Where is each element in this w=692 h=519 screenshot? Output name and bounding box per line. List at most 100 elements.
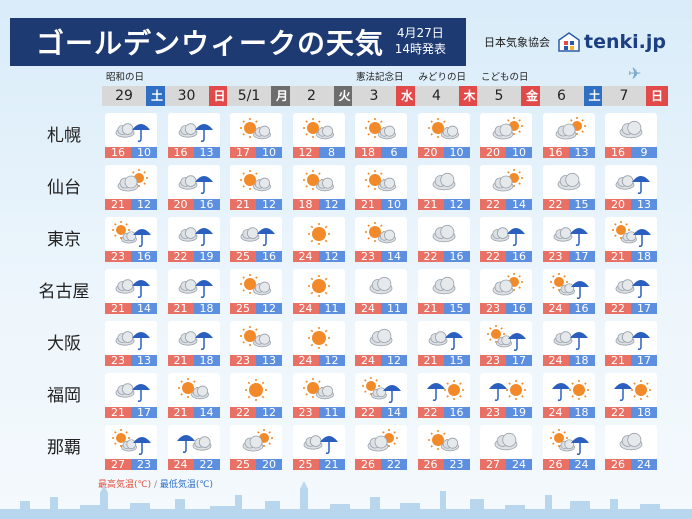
cloud-icon xyxy=(178,123,197,138)
forecast-cell: 22 17 xyxy=(600,269,666,317)
day-header: 30 日 xyxy=(164,86,231,106)
forecast-cell: 16 13 xyxy=(163,113,229,161)
umbrella-icon xyxy=(570,281,589,299)
forecast-cell: 21 15 xyxy=(413,321,479,369)
temperature-pair: 18 6 xyxy=(355,147,407,159)
cloud-icon xyxy=(117,175,139,192)
day-date: 30 xyxy=(164,86,209,106)
cloud-icon xyxy=(615,279,635,294)
high-temp: 24 xyxy=(355,303,381,315)
high-temp: 12 xyxy=(292,147,319,159)
low-temp: 15 xyxy=(568,199,595,211)
low-temp: 22 xyxy=(193,459,220,471)
temperature-pair: 23 19 xyxy=(480,407,532,419)
weather-cloud-rain-icon xyxy=(292,425,345,459)
cloud-icon xyxy=(494,432,518,451)
temperature-pair: 25 21 xyxy=(292,459,345,471)
temperature-pair: 18 12 xyxy=(292,199,345,211)
cloud-icon xyxy=(315,385,334,400)
weather-sun-cloud-icon xyxy=(230,269,282,303)
temperature-pair: 25 12 xyxy=(230,303,282,315)
weather-cloud-rain-icon xyxy=(167,113,220,147)
cloud-icon xyxy=(378,177,396,192)
weather-sun-rain-icon xyxy=(542,269,595,303)
cloud-icon xyxy=(440,437,459,452)
temperature-pair: 23 16 xyxy=(480,303,532,315)
low-temp: 24 xyxy=(631,459,657,471)
temperature-pair: 25 16 xyxy=(230,251,282,263)
city-name: 福岡 xyxy=(47,386,81,406)
tenki-brand: tenki.jp xyxy=(584,31,666,53)
cloud-icon xyxy=(121,439,137,452)
weather-cloud-icon xyxy=(605,425,657,459)
temperature-pair: 22 16 xyxy=(417,407,470,419)
temperature-pair: 26 23 xyxy=(417,459,470,471)
weather-sun-cloud-icon xyxy=(230,113,282,147)
forecast-cell: 22 15 xyxy=(538,165,604,213)
weather-sun-cloud-icon xyxy=(230,321,282,355)
temperature-pair: 26 24 xyxy=(605,459,657,471)
umbrella-icon xyxy=(551,383,570,401)
forecast-cell: 20 10 xyxy=(413,113,479,161)
high-temp: 26 xyxy=(355,459,381,471)
temperature-pair: 21 12 xyxy=(105,199,157,211)
high-temp: 24 xyxy=(542,407,569,419)
sun-icon xyxy=(307,223,330,245)
weather-cloud-sun-icon xyxy=(105,165,157,199)
weather-cloud-icon xyxy=(542,165,595,199)
high-temp: 21 xyxy=(230,199,256,211)
weather-cloud-rain-icon xyxy=(167,165,220,199)
sun-icon xyxy=(302,118,323,138)
sun-icon xyxy=(427,430,448,450)
temperature-pair: 17 10 xyxy=(230,147,282,159)
low-temp: 11 xyxy=(318,407,345,419)
cloud-icon xyxy=(242,435,264,452)
temperature-pair: 24 16 xyxy=(542,303,595,315)
temperature-pair: 20 13 xyxy=(605,199,657,211)
umbrella-icon xyxy=(176,435,195,453)
high-temp: 24 xyxy=(355,355,381,367)
forecast-cell: 24 11 xyxy=(350,269,416,317)
forecast-cell: 24 18 xyxy=(538,321,604,369)
low-temp: 10 xyxy=(506,147,532,159)
holiday-label: みどりの日 xyxy=(418,72,467,83)
cloud-icon xyxy=(619,120,643,139)
umbrella-icon xyxy=(194,332,213,350)
forecast-cell: 20 16 xyxy=(163,165,229,213)
cloud-icon xyxy=(555,123,576,140)
low-temp: 23 xyxy=(131,459,157,471)
temperature-pair: 24 11 xyxy=(355,303,407,315)
low-temp: 18 xyxy=(568,355,595,367)
cloud-icon xyxy=(492,175,514,192)
day-of-week: 日 xyxy=(646,86,668,106)
city-skyline xyxy=(0,481,692,519)
cloud-icon xyxy=(428,331,447,346)
temperature-pair: 25 20 xyxy=(230,459,282,471)
low-temp: 16 xyxy=(256,251,282,263)
forecast-cell: 21 14 xyxy=(100,269,166,317)
high-temp: 22 xyxy=(417,251,444,263)
weather-sun-icon xyxy=(292,321,345,355)
high-temp: 18 xyxy=(355,147,381,159)
umbrella-icon xyxy=(489,383,507,401)
high-temp: 23 xyxy=(480,303,506,315)
cloud-icon xyxy=(490,227,510,242)
high-temp: 21 xyxy=(167,407,194,419)
temperature-pair: 23 13 xyxy=(230,355,282,367)
forecast-cell: 23 16 xyxy=(475,269,541,317)
temperature-pair: 21 18 xyxy=(167,303,220,315)
day-of-week: 土 xyxy=(583,86,606,106)
day-date: 7 xyxy=(602,86,646,106)
sun-icon xyxy=(245,379,267,401)
low-temp: 18 xyxy=(193,355,220,367)
low-temp: 13 xyxy=(631,199,657,211)
legend-low: 最低気温(℃) xyxy=(159,480,214,490)
weather-cloud-icon xyxy=(480,425,532,459)
forecast-cell: 21 14 xyxy=(163,373,229,421)
cloud-icon xyxy=(615,175,635,190)
temperature-pair: 24 18 xyxy=(542,407,595,419)
temperature-pair: 22 16 xyxy=(480,251,532,263)
temperature-pair: 21 17 xyxy=(105,407,157,419)
temperature-pair: 22 19 xyxy=(167,251,220,263)
